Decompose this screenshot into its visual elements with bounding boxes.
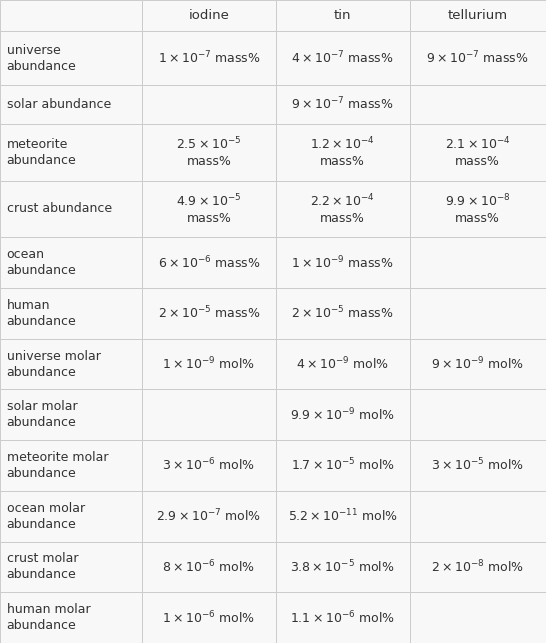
Text: crust molar
abundance: crust molar abundance [7,552,78,581]
Bar [142,85,276,124]
Bar [410,32,546,85]
Text: $3\times10^{-6}$ mol%: $3\times10^{-6}$ mol% [162,457,256,474]
Bar [276,390,410,440]
Text: solar molar
abundance: solar molar abundance [7,400,77,430]
Text: universe molar
abundance: universe molar abundance [7,350,100,379]
Bar [410,592,546,643]
Bar [0,390,142,440]
Text: $1.1\times10^{-6}$ mol%: $1.1\times10^{-6}$ mol% [290,610,395,626]
Bar [410,237,546,288]
Bar [276,85,410,124]
Bar [142,592,276,643]
Bar [410,0,546,32]
Bar [0,288,142,339]
Text: $2.1\times10^{-4}$
mass%: $2.1\times10^{-4}$ mass% [445,136,511,168]
Bar [0,181,142,237]
Bar [0,339,142,390]
Text: $1\times10^{-9}$ mol%: $1\times10^{-9}$ mol% [162,356,256,372]
Bar [0,124,142,181]
Bar [410,339,546,390]
Bar [142,124,276,181]
Text: $2\times10^{-5}$ mass%: $2\times10^{-5}$ mass% [157,305,260,322]
Text: $9\times10^{-7}$ mass%: $9\times10^{-7}$ mass% [426,50,529,66]
Text: tin: tin [334,9,352,22]
Text: $2.5\times10^{-5}$
mass%: $2.5\times10^{-5}$ mass% [176,136,241,168]
Text: ocean molar
abundance: ocean molar abundance [7,502,85,530]
Bar [142,0,276,32]
Text: $3.8\times10^{-5}$ mol%: $3.8\times10^{-5}$ mol% [290,559,395,575]
Bar [276,0,410,32]
Bar [142,440,276,491]
Text: $9\times10^{-7}$ mass%: $9\times10^{-7}$ mass% [291,96,394,113]
Text: $4\times10^{-9}$ mol%: $4\times10^{-9}$ mol% [296,356,389,372]
Text: $1\times10^{-7}$ mass%: $1\times10^{-7}$ mass% [157,50,260,66]
Bar [410,181,546,237]
Text: $1\times10^{-9}$ mass%: $1\times10^{-9}$ mass% [291,254,394,271]
Bar [0,440,142,491]
Text: $4\times10^{-7}$ mass%: $4\times10^{-7}$ mass% [291,50,394,66]
Text: meteorite molar
abundance: meteorite molar abundance [7,451,108,480]
Bar [0,541,142,592]
Bar [276,181,410,237]
Bar [142,390,276,440]
Text: $2\times10^{-8}$ mol%: $2\times10^{-8}$ mol% [431,559,524,575]
Text: $5.2\times10^{-11}$ mol%: $5.2\times10^{-11}$ mol% [288,508,397,525]
Text: $2.2\times10^{-4}$
mass%: $2.2\times10^{-4}$ mass% [310,192,375,225]
Text: meteorite
abundance: meteorite abundance [7,138,76,167]
Text: tellurium: tellurium [448,9,508,22]
Bar [276,32,410,85]
Text: crust abundance: crust abundance [7,203,112,215]
Text: $4.9\times10^{-5}$
mass%: $4.9\times10^{-5}$ mass% [176,192,241,225]
Text: universe
abundance: universe abundance [7,44,76,73]
Text: iodine: iodine [188,9,229,22]
Bar [142,339,276,390]
Text: solar abundance: solar abundance [7,98,111,111]
Bar [142,541,276,592]
Text: $9.9\times10^{-8}$
mass%: $9.9\times10^{-8}$ mass% [445,192,511,225]
Bar [410,491,546,541]
Bar [410,541,546,592]
Text: $3\times10^{-5}$ mol%: $3\times10^{-5}$ mol% [431,457,524,474]
Bar [0,32,142,85]
Bar [410,440,546,491]
Text: ocean
abundance: ocean abundance [7,248,76,277]
Bar [142,237,276,288]
Text: $1.7\times10^{-5}$ mol%: $1.7\times10^{-5}$ mol% [290,457,395,474]
Bar [276,237,410,288]
Text: $2\times10^{-5}$ mass%: $2\times10^{-5}$ mass% [291,305,394,322]
Bar [276,440,410,491]
Text: $9.9\times10^{-9}$ mol%: $9.9\times10^{-9}$ mol% [290,406,395,423]
Bar [142,181,276,237]
Bar [410,124,546,181]
Text: $8\times10^{-6}$ mol%: $8\times10^{-6}$ mol% [162,559,256,575]
Bar [276,339,410,390]
Bar [0,491,142,541]
Text: $1\times10^{-6}$ mol%: $1\times10^{-6}$ mol% [162,610,256,626]
Bar [276,592,410,643]
Bar [142,288,276,339]
Bar [0,592,142,643]
Bar [410,85,546,124]
Text: human
abundance: human abundance [7,299,76,328]
Bar [142,491,276,541]
Bar [276,491,410,541]
Bar [276,288,410,339]
Text: $6\times10^{-6}$ mass%: $6\times10^{-6}$ mass% [157,254,260,271]
Bar [142,32,276,85]
Text: $2.9\times10^{-7}$ mol%: $2.9\times10^{-7}$ mol% [156,508,262,525]
Bar [410,288,546,339]
Bar [0,85,142,124]
Bar [276,124,410,181]
Text: $9\times10^{-9}$ mol%: $9\times10^{-9}$ mol% [431,356,524,372]
Bar [0,0,142,32]
Text: human molar
abundance: human molar abundance [7,603,90,632]
Text: $1.2\times10^{-4}$
mass%: $1.2\times10^{-4}$ mass% [310,136,375,168]
Bar [0,237,142,288]
Bar [410,390,546,440]
Bar [276,541,410,592]
